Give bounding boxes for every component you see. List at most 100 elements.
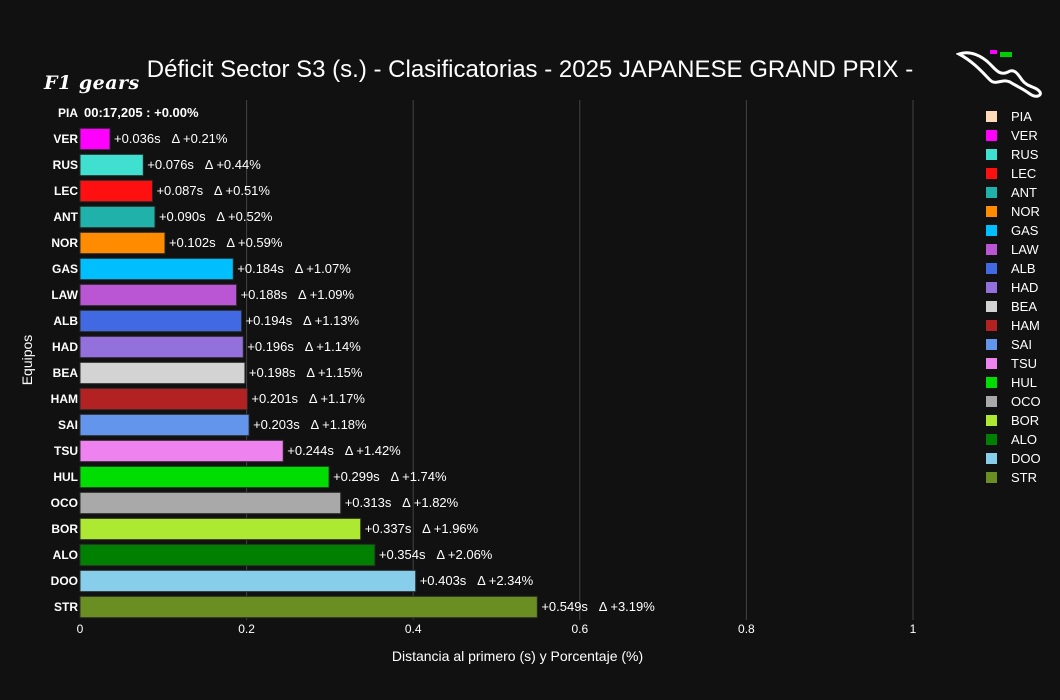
bar-alb [79,309,243,333]
legend-item[interactable]: SAI [986,335,1041,354]
legend-item[interactable]: ALO [986,430,1041,449]
x-axis-label: Distancia al primero (s) y Porcentaje (%… [391,648,644,664]
legend-label: LEC [1011,166,1037,181]
value-label: +0.076s Δ +0.44% [147,157,261,172]
legend-item[interactable]: TSU [986,354,1041,373]
legend-swatch [986,453,997,464]
bar-bor [79,517,362,541]
category-label: SAI [58,418,78,432]
bar-doo [79,569,417,593]
value-label: +0.299s Δ +1.74% [333,469,447,484]
legend-label: BOR [1011,413,1040,428]
grid-lines [246,100,914,620]
legend-swatch [986,130,997,141]
x-tick-label: 0 [77,622,84,636]
legend-item[interactable]: LEC [986,164,1041,183]
x-tick-label: 0.2 [238,622,255,636]
bar-tsu [79,439,284,463]
value-label: +0.198s Δ +1.15% [249,365,363,380]
category-label: HAD [52,340,78,354]
legend-item[interactable]: HAD [986,278,1041,297]
bar-nor [79,231,166,255]
legend-swatch [986,149,997,160]
bar-oco [79,491,342,515]
legend-item[interactable]: LAW [986,240,1041,259]
legend-label: VER [1011,128,1038,143]
value-label: +0.337s Δ +1.96% [365,521,479,536]
bars [79,127,538,619]
legend-item[interactable]: STR [986,468,1041,487]
bar-ant [79,205,156,229]
legend-label: ALB [1011,261,1036,276]
legend-item[interactable]: BEA [986,297,1041,316]
category-label: ALB [53,314,78,328]
legend-swatch [986,320,997,331]
legend: PIA VER RUS LEC ANT NOR GAS LAW ALB HAD BEA HAM SAI T… [986,107,1041,487]
legend-item[interactable]: NOR [986,202,1041,221]
category-label: HUL [53,470,78,484]
legend-swatch [986,282,997,293]
legend-swatch [986,301,997,312]
legend-label: HAD [1011,280,1039,295]
legend-swatch [986,111,997,122]
legend-label: BEA [1011,299,1038,314]
chart-title: Déficit Sector S3 (s.) - Clasificatorias… [146,56,914,83]
legend-swatch [986,377,997,388]
bar-str [79,595,538,619]
track-marker-green [1000,52,1012,57]
value-label: +0.403s Δ +2.34% [420,573,534,588]
legend-item[interactable]: ALB [986,259,1041,278]
legend-label: HAM [1011,318,1040,333]
x-tick-label: 0.6 [571,622,588,636]
category-label: BOR [51,522,78,536]
category-label: LAW [51,288,78,302]
legend-item[interactable]: HAM [986,316,1041,335]
legend-swatch [986,263,997,274]
value-label: +0.201s Δ +1.17% [251,391,365,406]
bar-ver [79,127,111,151]
legend-item[interactable]: HUL [986,373,1041,392]
value-label: +0.036s Δ +0.21% [114,131,228,146]
x-tick-label: 1 [910,622,917,636]
value-labels: 00:17,205 : +0.00% +0.036s Δ +0.21% +0.076… [84,105,655,614]
legend-item[interactable]: GAS [986,221,1041,240]
legend-label: ANT [1011,185,1037,200]
value-label: +0.203s Δ +1.18% [253,417,367,432]
bar-alo [79,543,376,567]
legend-swatch [986,434,997,445]
value-label: +0.196s Δ +1.14% [247,339,361,354]
bar-sai [79,413,250,437]
legend-label: TSU [1011,356,1037,371]
category-label: PIA [58,106,78,120]
legend-item[interactable]: BOR [986,411,1041,430]
x-tick-label: 0.8 [738,622,755,636]
legend-item[interactable]: OCO [986,392,1041,411]
value-label: +0.102s Δ +0.59% [169,235,283,250]
value-label: 00:17,205 : +0.00% [84,105,199,120]
category-label: BEA [53,366,79,380]
legend-label: STR [1011,470,1037,485]
bar-gas [79,257,234,281]
category-label: LEC [54,184,78,198]
category-label: NOR [51,236,78,250]
legend-item[interactable]: ANT [986,183,1041,202]
legend-label: HUL [1011,375,1038,390]
legend-item[interactable]: PIA [986,107,1041,126]
legend-item[interactable]: DOO [986,449,1041,468]
legend-item[interactable]: RUS [986,145,1041,164]
x-tick-labels: 0 0.2 0.4 0.6 0.8 1 [77,622,917,636]
legend-swatch [986,206,997,217]
legend-swatch [986,225,997,236]
value-label: +0.354s Δ +2.06% [379,547,493,562]
legend-swatch [986,168,997,179]
legend-swatch [986,244,997,255]
legend-swatch [986,358,997,369]
category-label: TSU [54,444,78,458]
legend-swatch [986,339,997,350]
logo: F1 gears [44,72,140,94]
y-axis-label: Equipos [19,334,35,386]
legend-item[interactable]: VER [986,126,1041,145]
legend-swatch [986,472,997,483]
legend-label: OCO [1011,394,1041,409]
